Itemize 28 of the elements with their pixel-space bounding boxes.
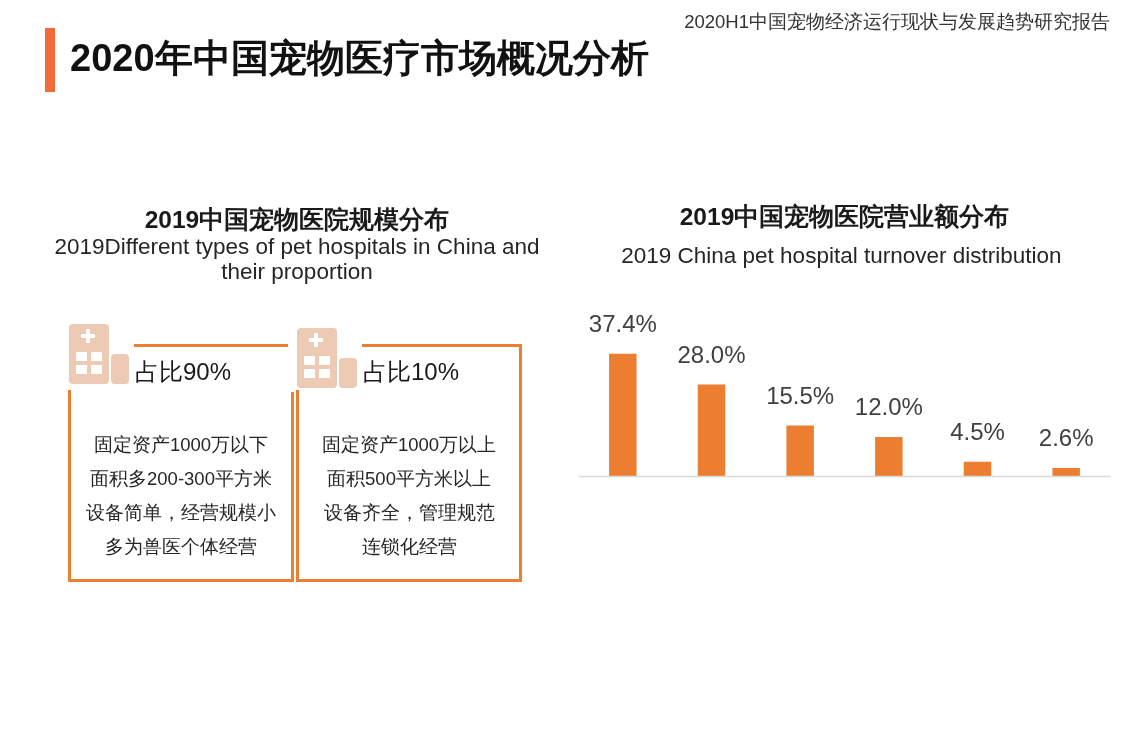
data-label: 4.5% — [950, 417, 1005, 445]
data-label: 28.0% — [677, 340, 746, 368]
text: 面积多200-300平方米 — [89, 467, 273, 491]
text: 面积500平方米以上 — [326, 467, 492, 491]
data-label: 15.5% — [766, 381, 835, 409]
text: 连锁化经营 — [360, 535, 458, 559]
bar — [609, 353, 637, 477]
text: 2020H1中国宠物经济运行现状与发展趋势研究报告 — [684, 10, 1110, 34]
bar — [1052, 467, 1080, 477]
chart-title: 2019中国宠物医院营业额分布 — [679, 202, 1010, 230]
text: 固定资产1000万以下 — [92, 433, 270, 457]
text: 2019Different types of pet hospitals in China and their proportion — [53, 234, 541, 284]
bar — [786, 425, 814, 477]
text: 2020年中国宠物医疗市场概况分析 — [70, 36, 649, 81]
text: 固定资产1000万以上 — [320, 433, 498, 457]
text: 设备简单，经营规模小 — [85, 501, 277, 525]
chart-subtitle: 2019 China pet hospital turnover distribution — [621, 242, 1062, 268]
text: 2019中国宠物医院规模分布 — [144, 206, 450, 233]
data-label: 2.6% — [1038, 423, 1094, 451]
bar — [697, 384, 726, 477]
text: 占比10% — [363, 357, 460, 387]
data-label: 12.0% — [854, 393, 923, 421]
bar — [963, 461, 992, 477]
text: 占比90% — [135, 357, 232, 387]
data-label: 37.4% — [588, 309, 657, 337]
bar — [875, 437, 903, 477]
text: 多为兽医个体经营 — [104, 535, 258, 559]
text: 设备齐全，管理规范 — [322, 501, 496, 525]
